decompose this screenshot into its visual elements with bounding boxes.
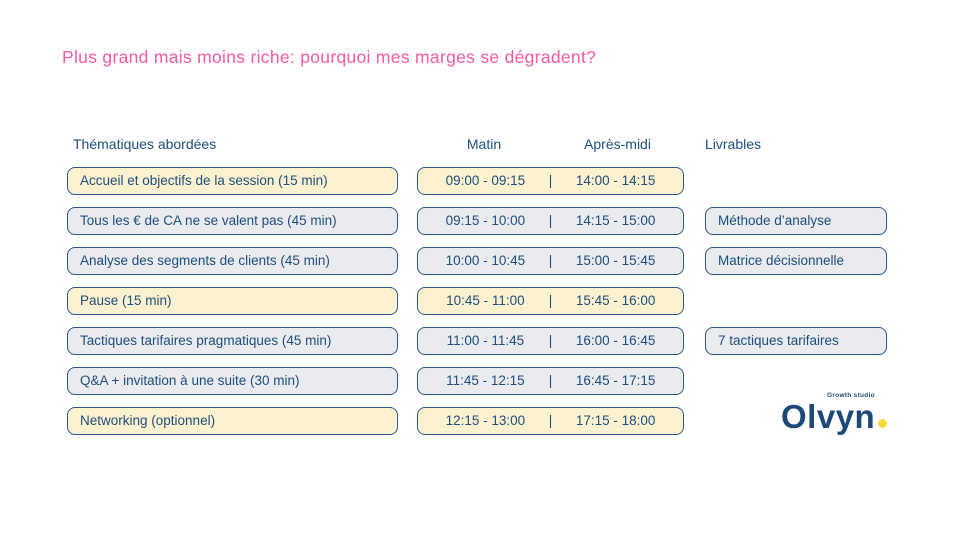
morning-time: 09:15 - 10:00	[445, 213, 526, 229]
time-separator: |	[548, 333, 553, 349]
agenda-row: Networking (optionnel) 12:15 - 13:00 | 17:1…	[67, 407, 887, 435]
afternoon-time: 16:00 - 16:45	[575, 333, 656, 349]
time-separator: |	[548, 253, 553, 269]
time-separator: |	[548, 293, 553, 309]
afternoon-time: 15:00 - 15:45	[575, 253, 656, 269]
topic-label: Networking (optionnel)	[80, 413, 216, 429]
agenda-row: Accueil et objectifs de la session (15 m…	[67, 167, 887, 195]
agenda-row: Analyse des segments de clients (45 min)…	[67, 247, 887, 275]
slide-title: Plus grand mais moins riche: pourquoi me…	[62, 47, 597, 67]
topic-label: Q&A + invitation à une suite (30 min)	[80, 373, 300, 389]
deliverable-label: Matrice décisionnelle	[718, 253, 845, 269]
afternoon-time: 14:15 - 15:00	[575, 213, 656, 229]
time-box: 12:15 - 13:00 | 17:15 - 18:00	[417, 407, 684, 435]
logo-wordmark: Olvyn	[781, 398, 876, 435]
time-separator: |	[548, 173, 553, 189]
topic-label: Pause (15 min)	[80, 293, 172, 309]
agenda-grid: Accueil et objectifs de la session (15 m…	[67, 167, 887, 435]
deliverable-label: 7 tactiques tarifaires	[718, 333, 839, 349]
topic-box: Networking (optionnel)	[67, 407, 398, 435]
time-box: 11:45 - 12:15 | 16:45 - 17:15	[417, 367, 684, 395]
agenda-row: Tous les € de CA ne se valent pas (45 mi…	[67, 207, 887, 235]
topic-label: Tactiques tarifaires pragmatiques (45 mi…	[80, 333, 332, 349]
time-box: 09:15 - 10:00 | 14:15 - 15:00	[417, 207, 684, 235]
agenda-row: Tactiques tarifaires pragmatiques (45 mi…	[67, 327, 887, 355]
morning-time: 10:45 - 11:00	[446, 293, 525, 309]
time-separator: |	[548, 213, 553, 229]
logo-line: Olvyn	[781, 398, 888, 435]
column-header-topics: Thématiques abordées	[73, 136, 217, 152]
agenda-row: Q&A + invitation à une suite (30 min) 11:…	[67, 367, 887, 395]
time-separator: |	[548, 413, 553, 429]
logo-tagline: Growth studio	[827, 392, 875, 399]
afternoon-time: 14:00 - 14:15	[575, 173, 656, 189]
topic-box: Tactiques tarifaires pragmatiques (45 mi…	[67, 327, 398, 355]
topic-label: Tous les € de CA ne se valent pas (45 mi…	[80, 213, 337, 229]
time-box: 10:00 - 10:45 | 15:00 - 15:45	[417, 247, 684, 275]
deliverable-box: Méthode d’analyse	[705, 207, 887, 235]
time-box: 11:00 - 11:45 | 16:00 - 16:45	[417, 327, 684, 355]
topic-box: Accueil et objectifs de la session (15 m…	[67, 167, 398, 195]
deliverable-box: 7 tactiques tarifaires	[705, 327, 887, 355]
topic-label: Accueil et objectifs de la session (15 m…	[80, 173, 328, 189]
column-header-deliverables: Livrables	[705, 136, 762, 152]
topic-box: Pause (15 min)	[67, 287, 398, 315]
topic-label: Analyse des segments de clients (45 min)	[80, 253, 330, 269]
afternoon-time: 15:45 - 16:00	[575, 293, 656, 309]
afternoon-time: 16:45 - 17:15	[575, 373, 656, 389]
deliverable-label: Méthode d’analyse	[718, 213, 832, 229]
morning-time: 09:00 - 09:15	[445, 173, 526, 189]
agenda-row: Pause (15 min) 10:45 - 11:00 | 15:45 - 16:0…	[67, 287, 887, 315]
afternoon-time: 17:15 - 18:00	[575, 413, 656, 429]
column-header-morning: Matin	[466, 136, 502, 152]
time-separator: |	[548, 373, 553, 389]
morning-time: 11:00 - 11:45	[446, 333, 525, 349]
morning-time: 10:00 - 10:45	[445, 253, 526, 269]
time-box: 10:45 - 11:00 | 15:45 - 16:00	[417, 287, 684, 315]
morning-time: 12:15 - 13:00	[445, 413, 526, 429]
column-header-afternoon: Après-midi	[584, 136, 651, 152]
topic-box: Analyse des segments de clients (45 min)	[67, 247, 398, 275]
topic-box: Tous les € de CA ne se valent pas (45 mi…	[67, 207, 398, 235]
time-box: 09:00 - 09:15 | 14:00 - 14:15	[417, 167, 684, 195]
topic-box: Q&A + invitation à une suite (30 min)	[67, 367, 398, 395]
morning-time: 11:45 - 12:15	[446, 373, 525, 389]
olvyn-logo: Growth studio Olvyn	[781, 391, 888, 435]
logo-yellow-dot	[878, 419, 888, 428]
deliverable-box: Matrice décisionnelle	[705, 247, 887, 275]
